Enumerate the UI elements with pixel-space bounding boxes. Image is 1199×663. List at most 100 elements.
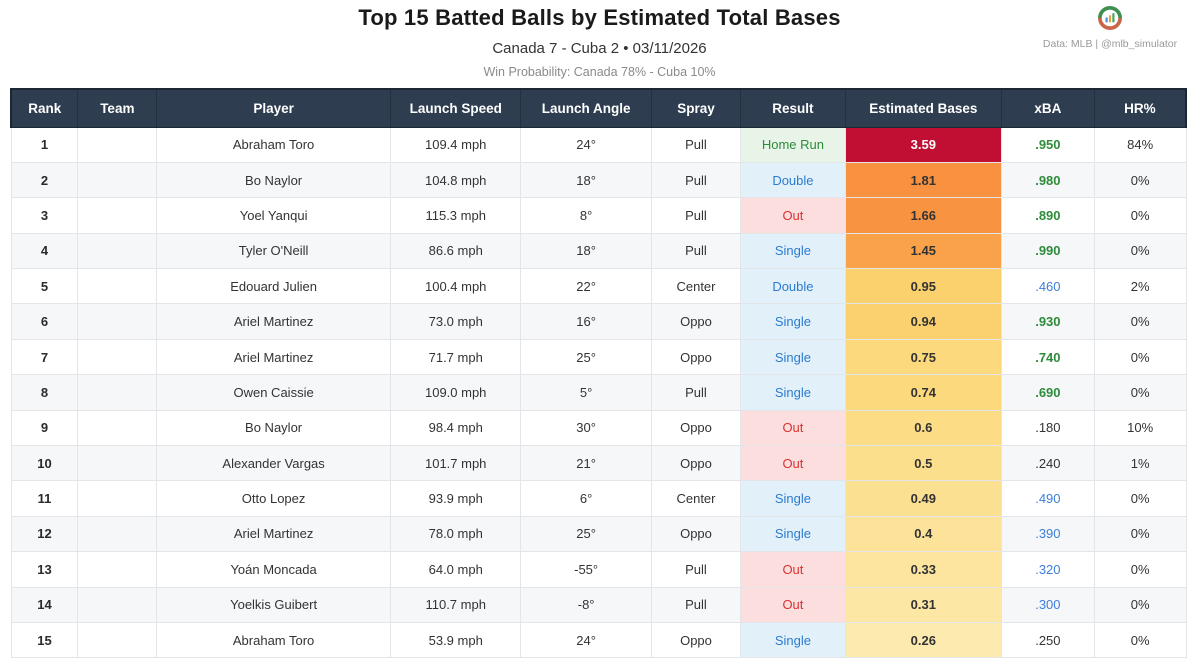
result-cell: Out — [740, 445, 846, 482]
launch-speed-cell: 115.3 mph — [389, 197, 522, 234]
player-cell: Yoel Yanqui — [156, 197, 391, 234]
team-cell — [77, 621, 158, 659]
launch-speed-cell: 78.0 mph — [389, 515, 522, 553]
launch-angle-cell: 22° — [520, 268, 652, 305]
estimated-bases-cell: 0.26 — [844, 621, 1002, 659]
spray-cell: Oppo — [650, 621, 742, 659]
launch-angle-cell: 30° — [520, 409, 652, 447]
launch-speed-cell: 64.0 mph — [389, 551, 522, 588]
xba-cell: .930 — [1000, 303, 1095, 340]
table-row: 14 Yoelkis Guibert 110.7 mph -8° Pull Ou… — [10, 586, 1187, 623]
xba-cell: .690 — [1000, 374, 1095, 411]
hr-pct-cell: 0% — [1093, 303, 1187, 340]
xba-cell: .990 — [1000, 232, 1095, 270]
hr-pct-cell: 0% — [1093, 586, 1187, 623]
batted-balls-table: Rank Team Player Launch Speed Launch Angle Sp… — [10, 88, 1187, 659]
column-header-estimated-bases: Estimated Bases — [844, 88, 1002, 128]
team-cell — [77, 551, 158, 588]
xba-cell: .460 — [1000, 268, 1095, 305]
table-row: 9 Bo Naylor 98.4 mph 30° Oppo Out 0.6 .1… — [10, 409, 1187, 447]
result-cell: Out — [740, 197, 846, 234]
xba-cell: .180 — [1000, 409, 1095, 447]
launch-speed-cell: 109.0 mph — [389, 374, 522, 411]
table-row: 1 Abraham Toro 109.4 mph 24° Pull Home R… — [10, 126, 1187, 163]
estimated-bases-cell: 0.33 — [844, 551, 1002, 588]
estimated-bases-cell: 0.94 — [844, 303, 1002, 340]
rank-cell: 15 — [10, 621, 79, 659]
data-attribution: Data: MLB | @mlb_simulator — [1042, 38, 1178, 50]
xba-cell: .490 — [1000, 480, 1095, 517]
team-cell — [77, 268, 158, 305]
result-cell: Single — [740, 374, 846, 411]
team-cell — [77, 586, 158, 623]
hr-pct-cell: 10% — [1093, 409, 1187, 447]
estimated-bases-cell: 0.5 — [844, 445, 1002, 482]
launch-speed-cell: 93.9 mph — [389, 480, 522, 517]
estimated-bases-cell: 1.81 — [844, 161, 1002, 199]
player-cell: Abraham Toro — [156, 621, 391, 659]
team-cell — [77, 197, 158, 234]
team-cell — [77, 338, 158, 376]
table-row: 7 Ariel Martinez 71.7 mph 25° Oppo Singl… — [10, 338, 1187, 376]
win-probability-text: Win Probability: Canada 78% - Cuba 10% — [483, 65, 716, 79]
rank-cell: 12 — [10, 515, 79, 553]
launch-speed-cell: 71.7 mph — [389, 338, 522, 376]
rank-cell: 8 — [10, 374, 79, 411]
column-header-launch-angle: Launch Angle — [520, 88, 652, 128]
result-cell: Single — [740, 621, 846, 659]
column-header-player: Player — [156, 88, 391, 128]
xba-cell: .740 — [1000, 338, 1095, 376]
spray-cell: Pull — [650, 586, 742, 623]
column-header-xba: xBA — [1000, 88, 1095, 128]
table-row: 13 Yoán Moncada 64.0 mph -55° Pull Out 0… — [10, 551, 1187, 588]
player-cell: Ariel Martinez — [156, 338, 391, 376]
result-cell: Single — [740, 480, 846, 517]
result-cell: Double — [740, 161, 846, 199]
page-title: Top 15 Batted Balls by Estimated Total B… — [358, 5, 841, 30]
spray-cell: Pull — [650, 161, 742, 199]
column-header-spray: Spray — [650, 88, 742, 128]
player-cell: Ariel Martinez — [156, 303, 391, 340]
rank-cell: 7 — [10, 338, 79, 376]
column-header-result: Result — [740, 88, 846, 128]
column-header-launch-speed: Launch Speed — [389, 88, 522, 128]
table-row: 3 Yoel Yanqui 115.3 mph 8° Pull Out 1.66… — [10, 197, 1187, 234]
hr-pct-cell: 2% — [1093, 268, 1187, 305]
player-cell: Tyler O'Neill — [156, 232, 391, 270]
game-score-subtitle: Canada 7 - Cuba 2 • 03/11/2026 — [492, 40, 707, 57]
launch-angle-cell: 18° — [520, 161, 652, 199]
launch-angle-cell: 6° — [520, 480, 652, 517]
rank-cell: 10 — [10, 445, 79, 482]
player-cell: Bo Naylor — [156, 161, 391, 199]
hr-pct-cell: 0% — [1093, 480, 1187, 517]
launch-speed-cell: 101.7 mph — [389, 445, 522, 482]
column-header-team: Team — [77, 88, 158, 128]
spray-cell: Oppo — [650, 303, 742, 340]
player-cell: Ariel Martinez — [156, 515, 391, 553]
hr-pct-cell: 0% — [1093, 197, 1187, 234]
result-cell: Single — [740, 232, 846, 270]
result-cell: Out — [740, 586, 846, 623]
estimated-bases-cell: 1.66 — [844, 197, 1002, 234]
estimated-bases-cell: 0.4 — [844, 515, 1002, 553]
rank-cell: 9 — [10, 409, 79, 447]
launch-angle-cell: 24° — [520, 621, 652, 659]
table-row: 2 Bo Naylor 104.8 mph 18° Pull Double 1.… — [10, 161, 1187, 199]
table-row: 12 Ariel Martinez 78.0 mph 25° Oppo Sing… — [10, 515, 1187, 553]
column-header-rank: Rank — [10, 88, 79, 128]
player-cell: Otto Lopez — [156, 480, 391, 517]
launch-angle-cell: 16° — [520, 303, 652, 340]
team-cell — [77, 303, 158, 340]
result-cell: Single — [740, 515, 846, 553]
result-cell: Single — [740, 338, 846, 376]
launch-speed-cell: 110.7 mph — [389, 586, 522, 623]
team-cell — [77, 480, 158, 517]
hr-pct-cell: 1% — [1093, 445, 1187, 482]
xba-cell: .300 — [1000, 586, 1095, 623]
team-cell — [77, 126, 158, 163]
estimated-bases-cell: 0.31 — [844, 586, 1002, 623]
result-cell: Home Run — [740, 126, 846, 163]
launch-speed-cell: 109.4 mph — [389, 126, 522, 163]
estimated-bases-cell: 1.45 — [844, 232, 1002, 270]
launch-angle-cell: 25° — [520, 338, 652, 376]
